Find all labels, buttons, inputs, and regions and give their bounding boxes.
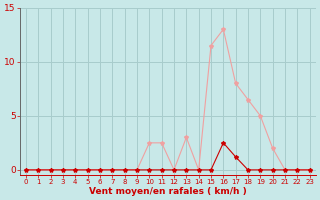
X-axis label: Vent moyen/en rafales ( km/h ): Vent moyen/en rafales ( km/h ) <box>89 187 247 196</box>
